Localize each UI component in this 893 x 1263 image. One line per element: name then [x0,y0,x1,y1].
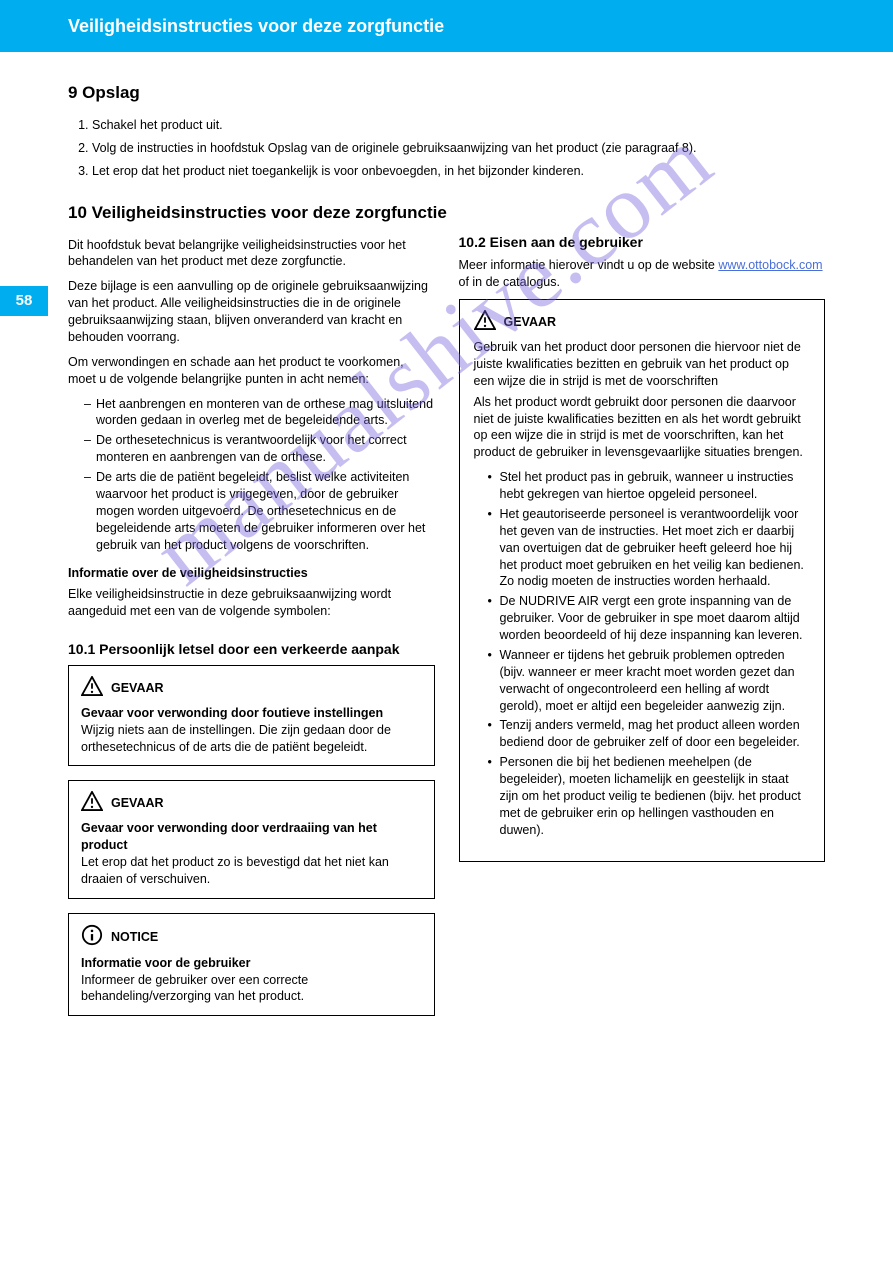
list-item: Personen die bij het bedienen meehelpen … [488,754,811,838]
paragraph: Deze bijlage is een aanvulling op de ori… [68,278,435,346]
danger-box-large: GEVAAR Gebruik van het product door pers… [459,299,826,861]
box-text: Informeer de gebruiker over een correcte… [81,972,422,1006]
box-text: Let erop dat het product zo is bevestigd… [81,854,422,888]
list-item: De orthesetechnicus is verantwoordelijk … [84,432,435,466]
box-subtitle: Gevaar voor verwonding door verdraaiing … [81,820,422,854]
right-column: 10.2 Eisen aan de gebruiker Meer informa… [459,233,826,1031]
warning-triangle-icon [81,791,103,816]
list-item: Schakel het product uit. [92,117,825,134]
list-item: Het geautoriseerde personeel is verantwo… [488,506,811,590]
notice-box: NOTICE Informatie voor de gebruiker Info… [68,913,435,1017]
info-circle-icon [81,924,103,951]
box-subtitle: Gevaar voor verwonding door foutieve ins… [81,705,422,722]
two-column-layout: Dit hoofdstuk bevat belangrijke veilighe… [68,233,825,1031]
box-level: GEVAAR [111,795,164,812]
list-item: Wanneer er tijdens het gebruik problemen… [488,647,811,715]
dash-list: Het aanbrengen en monteren van de orthes… [68,396,435,554]
bullet-list: Stel het product pas in gebruik, wanneer… [474,469,811,838]
list-item: Tenzij anders vermeld, mag het product a… [488,717,811,751]
header-bar: Veiligheidsinstructies voor deze zorgfun… [0,0,893,52]
paragraph: Om verwondingen en schade aan het produc… [68,354,435,388]
list-item: Volg de instructies in hoofdstuk Opslag … [92,140,825,157]
left-column: Dit hoofdstuk bevat belangrijke veilighe… [68,233,435,1031]
box-header: GEVAAR [474,310,811,335]
box-header: GEVAAR [81,676,422,701]
warning-triangle-icon [474,310,496,335]
section-10-1-heading: 10.1 Persoonlijk letsel door een verkeer… [68,640,435,659]
danger-box-2: GEVAAR Gevaar voor verwonding door verdr… [68,780,435,898]
website-link[interactable]: www.ottobock.com [718,258,822,272]
page-content: 9 Opslag Schakel het product uit. Volg d… [0,52,893,1070]
section-9: 9 Opslag Schakel het product uit. Volg d… [68,82,825,180]
box-subtitle: Informatie voor de gebruiker [81,955,422,972]
section-10-heading: 10 Veiligheidsinstructies voor deze zorg… [68,202,825,225]
paragraph: Elke veiligheidsinstructie in deze gebru… [68,586,435,620]
box-level: NOTICE [111,929,158,946]
section-10-2-heading: 10.2 Eisen aan de gebruiker [459,233,826,252]
box-subtitle: Gebruik van het product door personen di… [474,339,811,390]
header-title: Veiligheidsinstructies voor deze zorgfun… [68,14,444,38]
list-item: De arts die de patiënt begeleidt, beslis… [84,469,435,553]
paragraph: Dit hoofdstuk bevat belangrijke veilighe… [68,237,435,271]
intro-paragraph: Meer informatie hierover vindt u op de w… [459,257,826,291]
page-number: 58 [16,291,33,311]
page-number-tab: 58 [0,286,48,316]
box-header: GEVAAR [81,791,422,816]
box-header: NOTICE [81,924,422,951]
box-level: GEVAAR [111,680,164,697]
danger-box-1: GEVAAR Gevaar voor verwonding door fouti… [68,665,435,767]
list-item: Stel het product pas in gebruik, wanneer… [488,469,811,503]
box-level: GEVAAR [504,314,557,331]
warning-triangle-icon [81,676,103,701]
section-9-list: Schakel het product uit. Volg de instruc… [68,117,825,180]
section-9-heading: 9 Opslag [68,82,825,105]
list-item: Het aanbrengen en monteren van de orthes… [84,396,435,430]
list-item: Let erop dat het product niet toegankeli… [92,163,825,180]
box-text: Wijzig niets aan de instellingen. Die zi… [81,722,422,756]
info-subheading: Informatie over de veiligheidsinstructie… [68,565,435,582]
list-item: De NUDRIVE AIR vergt een grote inspannin… [488,593,811,644]
box-text: Als het product wordt gebruikt door pers… [474,394,811,462]
